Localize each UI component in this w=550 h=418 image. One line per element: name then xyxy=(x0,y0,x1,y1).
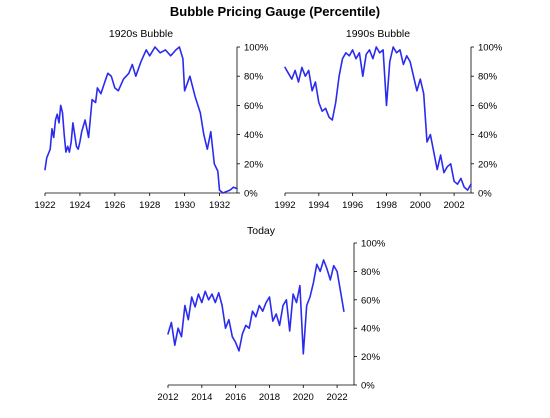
y-tick-label: 60% xyxy=(361,295,381,306)
x-tick-label: 1928 xyxy=(139,200,160,211)
panel-title: 1920s Bubble xyxy=(109,28,173,40)
x-tick-label: 1994 xyxy=(308,200,329,211)
y-tick-label: 40% xyxy=(478,130,498,141)
x-tick-label: 1932 xyxy=(209,200,230,211)
y-tick-label: 100% xyxy=(478,43,503,54)
y-tick-label: 80% xyxy=(478,72,498,83)
x-tick-label: 1924 xyxy=(69,200,90,211)
series-line xyxy=(284,46,472,191)
x-tick-label: 2012 xyxy=(157,392,178,403)
x-tick-label: 1998 xyxy=(376,200,397,211)
x-tick-label: 1996 xyxy=(342,200,363,211)
x-tick-label: 2000 xyxy=(410,200,431,211)
y-tick-label: 0% xyxy=(361,381,375,392)
x-tick-label: 2002 xyxy=(444,200,465,211)
chart-1990s: 1990s Bubble 1992 1994 1996 1998 2000 2002 0% 20… xyxy=(274,28,502,211)
x-tick-label: 2018 xyxy=(259,392,280,403)
x-tick-label: 2014 xyxy=(191,392,212,403)
x-tick-label: 1922 xyxy=(34,200,55,211)
x-tick-label: 2020 xyxy=(293,392,314,403)
y-tick-label: 20% xyxy=(478,159,498,170)
panel-title: Today xyxy=(247,225,276,237)
y-tick-label: 0% xyxy=(478,189,492,200)
y-tick-label: 60% xyxy=(244,101,264,112)
y-tick-label: 40% xyxy=(361,324,381,335)
x-tick-label: 1992 xyxy=(274,200,295,211)
y-tick-label: 100% xyxy=(361,239,386,250)
y-tick-label: 80% xyxy=(244,72,264,83)
chart-today: Today 2012 2014 2016 2018 2020 2022 0% 20% 40% 60%… xyxy=(157,225,385,403)
series-line xyxy=(167,259,345,355)
x-tick-label: 1930 xyxy=(174,200,195,211)
y-tick-label: 20% xyxy=(361,352,381,363)
y-tick-label: 100% xyxy=(244,43,269,54)
x-tick-label: 2022 xyxy=(327,392,348,403)
series-line xyxy=(44,46,238,194)
figure-title: Bubble Pricing Gauge (Percentile) xyxy=(170,4,380,19)
y-tick-label: 40% xyxy=(244,130,264,141)
x-tick-label: 1926 xyxy=(104,200,125,211)
y-tick-label: 20% xyxy=(244,159,264,170)
y-tick-label: 0% xyxy=(244,189,258,200)
y-tick-label: 80% xyxy=(361,267,381,278)
x-tick-label: 2016 xyxy=(225,392,246,403)
y-tick-label: 60% xyxy=(478,101,498,112)
chart-1920s: 1920s Bubble 1922 1924 1926 1928 1930 1932 0% 20… xyxy=(34,28,268,211)
panel-title: 1990s Bubble xyxy=(346,28,410,40)
